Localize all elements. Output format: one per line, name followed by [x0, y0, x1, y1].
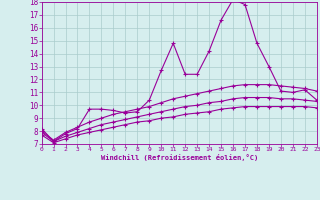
- X-axis label: Windchill (Refroidissement éolien,°C): Windchill (Refroidissement éolien,°C): [100, 154, 258, 161]
